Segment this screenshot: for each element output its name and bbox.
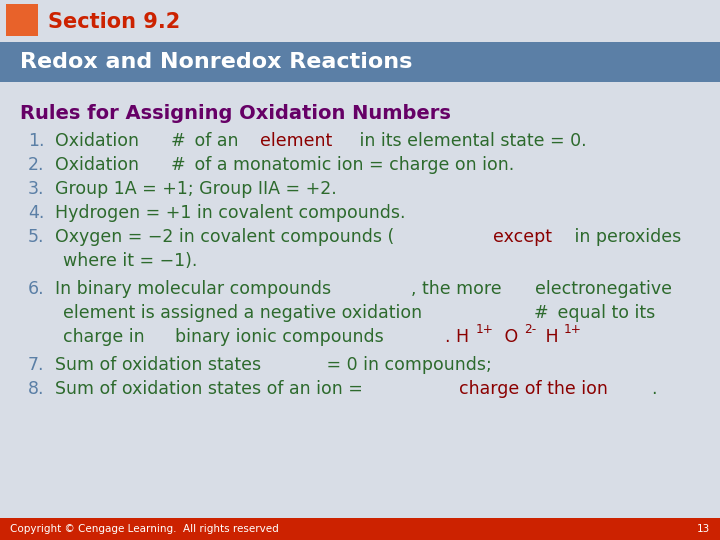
- Text: charge of the ion: charge of the ion: [459, 380, 608, 398]
- Text: , the more: , the more: [411, 280, 508, 298]
- Text: 3.: 3.: [28, 180, 45, 198]
- Text: = 0 in compounds;: = 0 in compounds;: [321, 356, 492, 374]
- Text: 13: 13: [697, 524, 710, 534]
- Text: Oxygen = −2 in covalent compounds (: Oxygen = −2 in covalent compounds (: [55, 228, 395, 246]
- Text: Redox and Nonredox Reactions: Redox and Nonredox Reactions: [20, 52, 413, 72]
- Text: 1.: 1.: [28, 132, 45, 150]
- Text: Sum of oxidation states of an ion =: Sum of oxidation states of an ion =: [55, 380, 369, 398]
- Text: 8.: 8.: [28, 380, 45, 398]
- FancyBboxPatch shape: [0, 0, 720, 42]
- Text: 5.: 5.: [28, 228, 45, 246]
- Text: except: except: [492, 228, 552, 246]
- Text: 1+: 1+: [564, 323, 582, 336]
- Text: #: #: [534, 304, 548, 322]
- Text: Hydrogen = +1 in covalent compounds.: Hydrogen = +1 in covalent compounds.: [55, 204, 405, 222]
- Text: 2-: 2-: [524, 323, 536, 336]
- Text: Copyright © Cengage Learning.  All rights reserved: Copyright © Cengage Learning. All rights…: [10, 524, 279, 534]
- Text: element: element: [261, 132, 333, 150]
- Text: .: .: [652, 380, 657, 398]
- Text: binary ionic compounds: binary ionic compounds: [176, 328, 384, 346]
- Text: Oxidation: Oxidation: [55, 132, 145, 150]
- Text: in peroxides: in peroxides: [569, 228, 681, 246]
- Text: where it = −1).: where it = −1).: [63, 252, 197, 270]
- Text: electronegative: electronegative: [536, 280, 672, 298]
- Text: in its elemental state = 0.: in its elemental state = 0.: [354, 132, 586, 150]
- Text: Oxidation: Oxidation: [55, 156, 145, 174]
- FancyBboxPatch shape: [0, 518, 720, 540]
- Text: Section 9.2: Section 9.2: [48, 12, 180, 32]
- Text: 2.: 2.: [28, 156, 45, 174]
- Text: . H: . H: [445, 328, 469, 346]
- Text: In binary molecular compounds: In binary molecular compounds: [55, 280, 331, 298]
- FancyBboxPatch shape: [6, 4, 38, 36]
- Text: 6.: 6.: [28, 280, 45, 298]
- Text: charge in: charge in: [63, 328, 150, 346]
- Text: O: O: [499, 328, 518, 346]
- Text: H: H: [539, 328, 558, 346]
- Text: Group 1A = +1; Group IIA = +2.: Group 1A = +1; Group IIA = +2.: [55, 180, 337, 198]
- Text: #: #: [171, 132, 185, 150]
- Text: element is assigned a negative oxidation: element is assigned a negative oxidation: [63, 304, 428, 322]
- FancyBboxPatch shape: [0, 42, 720, 82]
- Text: 7.: 7.: [28, 356, 45, 374]
- Text: 1+: 1+: [476, 323, 494, 336]
- Text: Rules for Assigning Oxidation Numbers: Rules for Assigning Oxidation Numbers: [20, 104, 451, 123]
- Text: equal to its: equal to its: [552, 304, 656, 322]
- Polygon shape: [270, 0, 350, 42]
- Text: Sum of oxidation states: Sum of oxidation states: [55, 356, 261, 374]
- Text: of an: of an: [189, 132, 244, 150]
- Text: 4.: 4.: [28, 204, 45, 222]
- Text: of a monatomic ion = charge on ion.: of a monatomic ion = charge on ion.: [189, 156, 515, 174]
- Text: #: #: [171, 156, 185, 174]
